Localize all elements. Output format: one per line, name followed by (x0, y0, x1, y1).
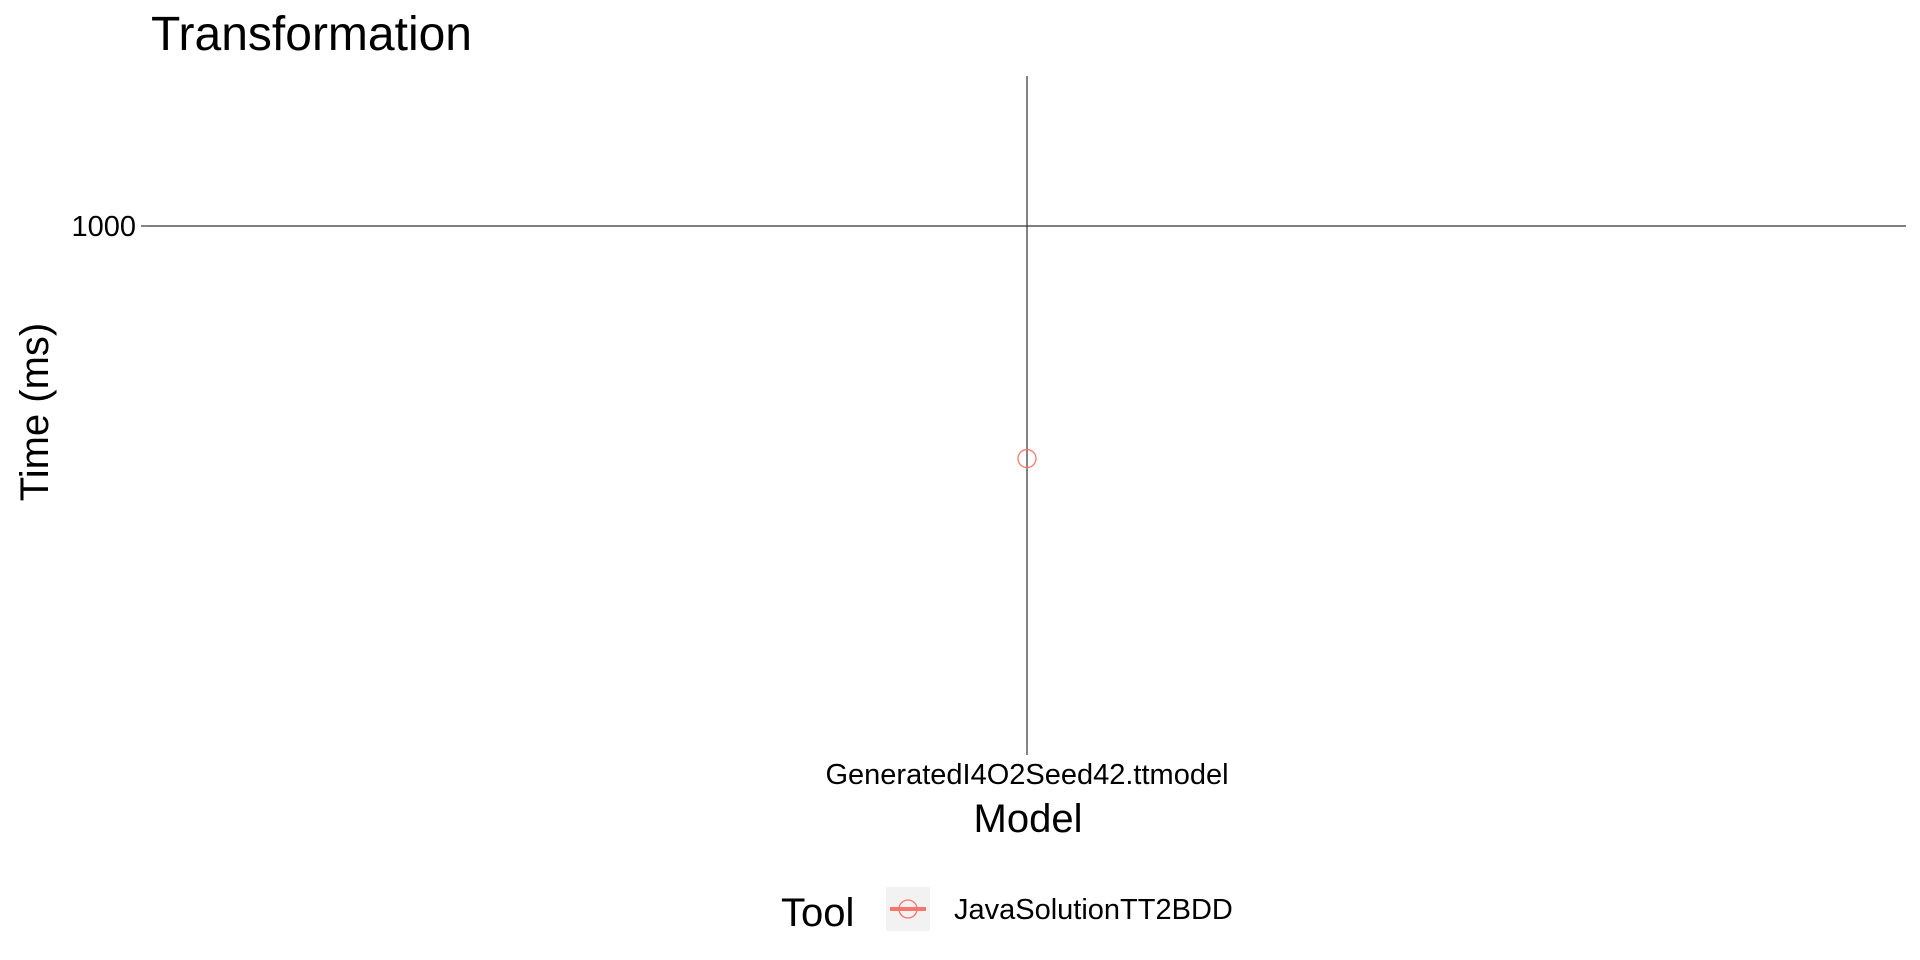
x-axis-ticks: GeneratedI4O2Seed42.ttmodel (825, 748, 1229, 791)
chart-title: Transformation (151, 8, 472, 61)
data-point (1017, 448, 1037, 469)
y-axis-label: Time (ms) (13, 323, 57, 501)
y-tick-label: 1000 (71, 211, 136, 243)
data-points (1017, 448, 1037, 469)
y-axis-ticks: 1000 (71, 211, 148, 243)
plot-area: 1000 GeneratedI4O2Seed42.ttmodel (71, 76, 1906, 791)
legend-entries: JavaSolutionTT2BDD (886, 887, 1233, 931)
legend-key-marker (898, 899, 918, 919)
x-axis-label: Model (974, 797, 1083, 841)
legend: Tool JavaSolutionTT2BDD (781, 887, 1233, 935)
x-tick-label: GeneratedI4O2Seed42.ttmodel (825, 759, 1228, 791)
legend-entry-label: JavaSolutionTT2BDD (954, 894, 1233, 926)
legend-title: Tool (781, 891, 854, 935)
